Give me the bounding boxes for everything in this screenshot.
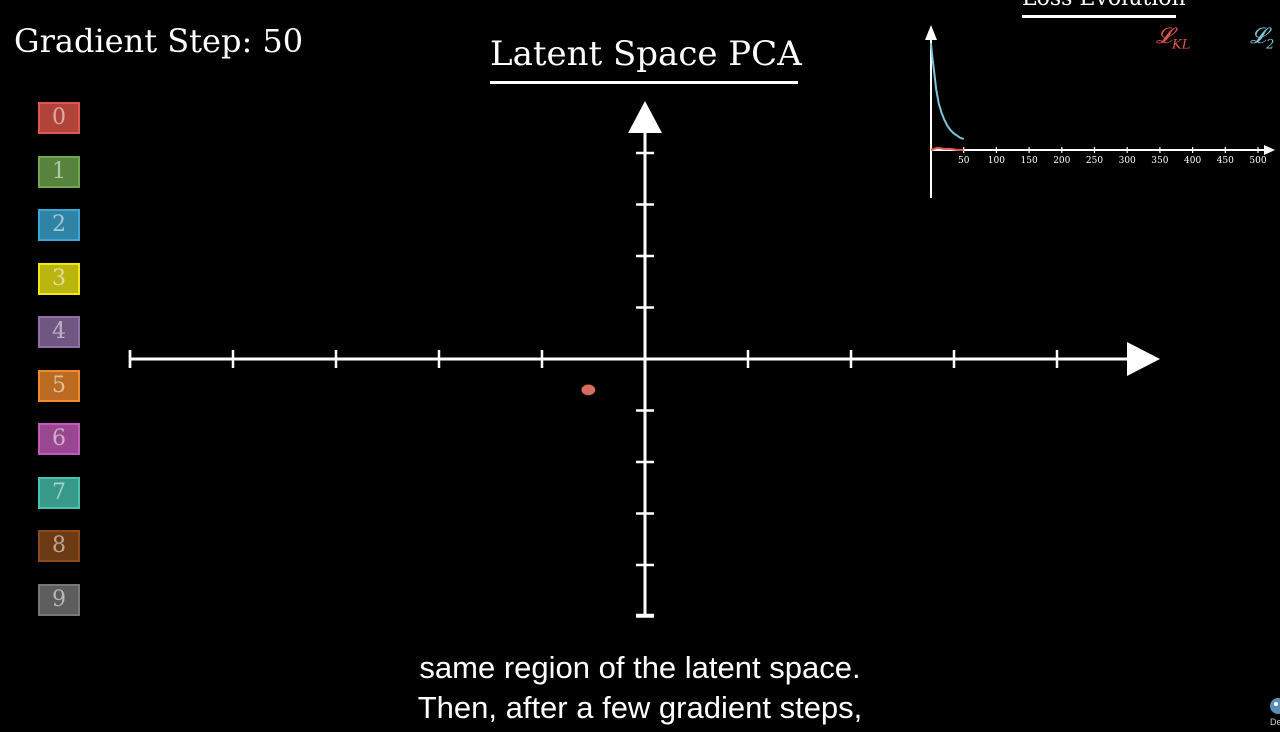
loss-series-l2 <box>930 43 965 140</box>
legend-class-9: 9 <box>38 583 80 616</box>
loss-legend-l2-script: 𝓛 <box>1250 24 1266 49</box>
loss-legend-l2: 𝓛2 <box>1250 24 1274 52</box>
subtitle-line-1: same region of the latent space. <box>410 648 870 688</box>
channel-logo-text: De <box>1270 717 1280 727</box>
legend-class-3: 3 <box>38 262 80 295</box>
legend-class-5: 5 <box>38 369 80 402</box>
loss-x-tick-label: 500 <box>1249 156 1266 166</box>
loss-legend-kl: 𝓛KL <box>1156 24 1190 52</box>
loss-x-tick-label: 100 <box>988 156 1005 166</box>
legend-class-7: 7 <box>38 476 80 509</box>
loss-x-arrowhead <box>1264 145 1275 155</box>
gradient-step-readout: Gradient Step: 50 <box>14 22 303 60</box>
loss-chart-title: Loss Evolution <box>1022 0 1186 11</box>
legend-class-0: 0 <box>38 102 80 134</box>
gradient-step-value: 50 <box>262 22 304 60</box>
loss-x-tick-label: 450 <box>1217 156 1234 166</box>
subtitle-overlay: same region of the latent space. Then, a… <box>0 648 1280 728</box>
loss-x-tick-label: 150 <box>1021 156 1038 166</box>
channel-logo-graphic: De <box>1270 698 1280 727</box>
legend-class-8: 8 <box>38 530 80 562</box>
legend-class-1: 1 <box>38 155 80 188</box>
loss-legend-l2-sub: 2 <box>1266 37 1275 53</box>
legend-class-6: 6 <box>38 423 80 455</box>
data-point-class-5 <box>581 384 596 396</box>
chart-title-underline <box>490 81 798 84</box>
loss-x-tick-label: 350 <box>1151 156 1168 166</box>
legend-class-2: 2 <box>38 209 80 241</box>
loss-y-arrowhead <box>925 25 937 40</box>
x-axis-arrowhead <box>1127 342 1160 376</box>
legend-class-4: 4 <box>38 316 80 348</box>
latent-space-chart-title: Latent Space PCA <box>490 34 802 74</box>
subtitle-line-2: Then, after a few gradient steps, <box>408 688 872 728</box>
loss-x-tick-label: 200 <box>1053 156 1070 166</box>
channel-logo-icon: De <box>1266 688 1280 728</box>
loss-x-tick-label: 300 <box>1119 156 1136 166</box>
loss-x-tick-label: 250 <box>1086 156 1103 166</box>
y-axis-arrowhead <box>628 101 662 133</box>
loss-series-kl <box>930 146 964 151</box>
loss-x-tick-label: 50 <box>958 156 970 166</box>
loss-legend-kl-sub: KL <box>1172 37 1191 53</box>
loss-x-tick-label: 400 <box>1184 156 1201 166</box>
gradient-step-label: Gradient Step: <box>14 22 253 60</box>
loss-title-underline <box>1022 15 1176 18</box>
loss-legend-kl-script: 𝓛 <box>1156 24 1172 49</box>
